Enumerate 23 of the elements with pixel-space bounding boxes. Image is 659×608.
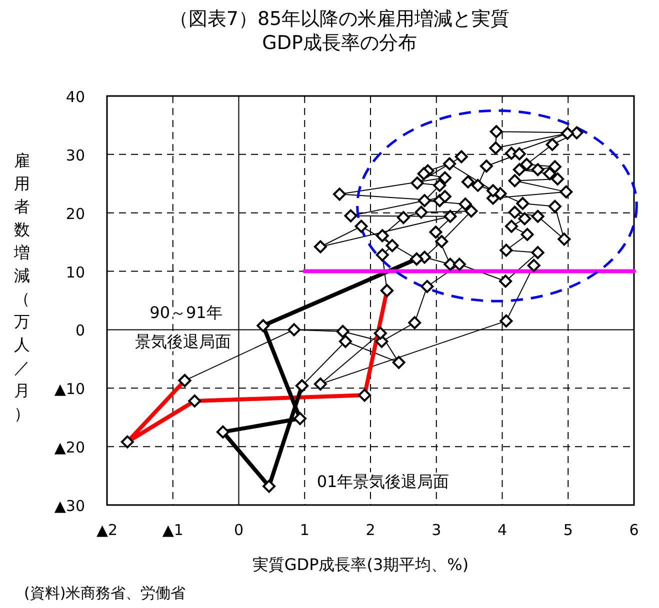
y-tick-label: ▲30 <box>54 497 85 515</box>
y-tick-label: 20 <box>66 204 85 223</box>
y-tick-label: 0 <box>75 322 85 340</box>
y-tick-label: ▲10 <box>54 380 85 398</box>
y-tick-label: 30 <box>66 146 85 164</box>
x-axis-title: 実質GDP成長率(3期平均、%) <box>252 555 469 574</box>
x-tick-label: 6 <box>629 521 639 539</box>
x-tick-label: 3 <box>432 521 442 539</box>
text: (資料)米商務省、労働省 <box>24 584 186 602</box>
x-tick-label: 5 <box>563 521 573 539</box>
x-tick-label: ▲2 <box>96 521 118 539</box>
x-tick-label: 1 <box>300 521 310 539</box>
y-tick-label: ▲20 <box>54 438 85 457</box>
y-tick-label: 40 <box>66 88 85 106</box>
x-tick-label: 4 <box>497 521 508 539</box>
x-tick-label: 2 <box>366 521 376 539</box>
y-tick-label: 10 <box>66 263 85 282</box>
x-tick-label: ▲1 <box>162 521 184 539</box>
chart-title: （図表7）85年以降の米雇用増減と実質 GDP成長率の分布 <box>169 8 510 54</box>
x-tick-label: 0 <box>234 521 244 539</box>
annotation: 01年景気後退局面 <box>316 472 450 491</box>
text: 雇用者数増減（万人／月） <box>14 151 30 423</box>
annotation: 景気後退局面 <box>135 332 231 351</box>
